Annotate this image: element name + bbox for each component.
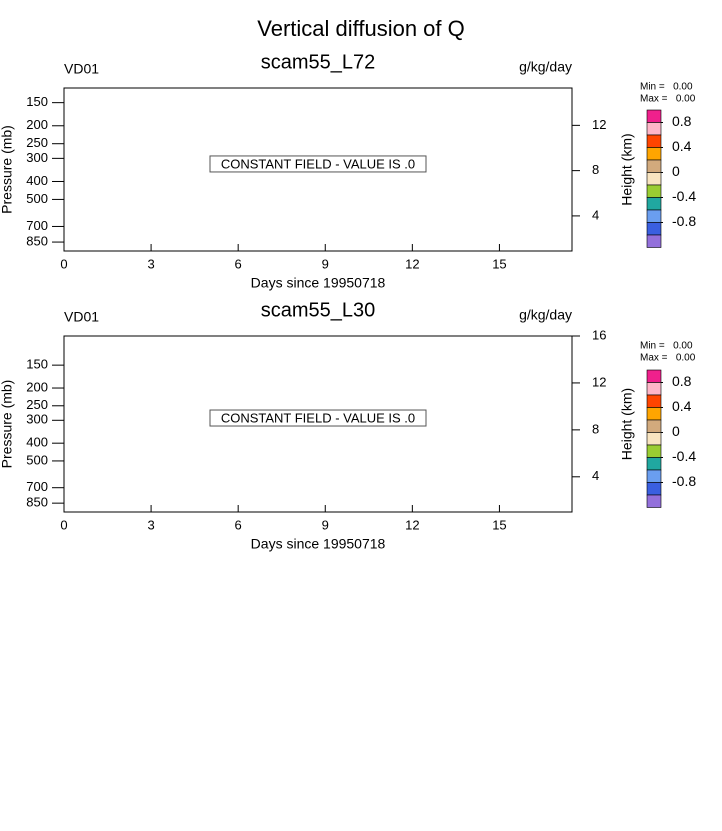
y-tick-label: 250	[26, 397, 48, 412]
colorbar-label: -0.4	[672, 448, 696, 464]
y2-tick-label: 4	[592, 468, 599, 483]
left-label: VD01	[64, 61, 99, 77]
y-tick-label: 850	[26, 495, 48, 510]
colorbar-max: Max = 0.00	[640, 94, 696, 105]
y2-axis-label: Height (km)	[619, 388, 635, 460]
x-tick-label: 9	[322, 256, 329, 271]
colorbar-box	[646, 369, 662, 383]
y2-axis-label: Height (km)	[619, 133, 635, 205]
y-tick-label: 150	[26, 94, 48, 109]
right-label: g/kg/day	[519, 59, 572, 75]
annotation-box	[209, 155, 427, 173]
y-axis-label: Pressure (mb)	[0, 125, 15, 214]
annotation: CONSTANT FIELD - VALUE IS .0	[221, 156, 415, 171]
y2-tick-label: 8	[592, 421, 599, 436]
y-tick-label: 700	[26, 218, 48, 233]
y-tick-label: 700	[26, 479, 48, 494]
colorbar-box	[646, 482, 662, 496]
colorbar-label: -0.8	[672, 213, 696, 229]
x-tick-label: 0	[60, 256, 67, 271]
colorbar-label: 0.8	[672, 373, 692, 389]
y-tick-label: 400	[26, 435, 48, 450]
annotation-box	[209, 409, 427, 427]
colorbar-box	[646, 147, 662, 161]
colorbar-box	[646, 222, 662, 236]
y-tick-label: 150	[26, 357, 48, 372]
colorbar-box	[646, 234, 662, 248]
y2-tick-label: 12	[592, 374, 606, 389]
colorbar-box	[646, 172, 662, 186]
colorbar-label: -0.8	[672, 473, 696, 489]
colorbar-label: 0.8	[672, 113, 692, 129]
colorbar-box	[646, 209, 662, 223]
y-tick-label: 300	[26, 150, 48, 165]
plot-frame	[63, 87, 573, 252]
colorbar-box	[646, 407, 662, 421]
colorbar-max: Max = 0.00	[640, 353, 696, 364]
x-axis-label: Days since 19950718	[251, 536, 386, 552]
x-tick-label: 3	[147, 517, 154, 532]
x-tick-label: 15	[492, 517, 506, 532]
x-tick-label: 6	[235, 256, 242, 271]
y-tick-label: 200	[26, 379, 48, 394]
x-axis-label: Days since 19950718	[251, 275, 386, 291]
colorbar-box	[646, 109, 662, 123]
panel-title: scam55_L30	[261, 299, 376, 321]
colorbar-box	[646, 122, 662, 136]
colorbar-box	[646, 432, 662, 446]
colorbar-box	[646, 197, 662, 211]
y-tick-label: 200	[26, 117, 48, 132]
panel-title: scam55_L72	[261, 51, 376, 73]
colorbar-label: 0.4	[672, 398, 692, 414]
y-tick-label: 250	[26, 135, 48, 150]
y2-tick-label: 16	[592, 327, 606, 342]
colorbar-box	[646, 419, 662, 433]
colorbar-box	[646, 444, 662, 458]
y2-tick-label: 8	[592, 162, 599, 177]
right-label: g/kg/day	[519, 307, 572, 323]
y-tick-label: 300	[26, 412, 48, 427]
colorbar-box	[646, 457, 662, 471]
x-tick-label: 3	[147, 256, 154, 271]
plot-frame	[63, 335, 573, 513]
x-tick-label: 12	[405, 256, 419, 271]
y2-tick-label: 12	[592, 117, 606, 132]
colorbar-label: 0	[672, 423, 680, 439]
y-axis-label: Pressure (mb)	[0, 380, 15, 469]
left-label: VD01	[64, 309, 99, 325]
colorbar-label: 0.4	[672, 138, 692, 154]
colorbar-box	[646, 184, 662, 198]
x-tick-label: 6	[235, 517, 242, 532]
colorbar-min: Min = 0.00	[640, 82, 693, 93]
y2-tick-label: 4	[592, 207, 599, 222]
y-tick-label: 500	[26, 452, 48, 467]
x-tick-label: 12	[405, 517, 419, 532]
y-tick-label: 500	[26, 191, 48, 206]
y-tick-label: 400	[26, 173, 48, 188]
x-tick-label: 0	[60, 517, 67, 532]
colorbar-box	[646, 134, 662, 148]
x-tick-label: 15	[492, 256, 506, 271]
colorbar-box	[646, 469, 662, 483]
colorbar-box	[646, 494, 662, 508]
colorbar-label: 0	[672, 163, 680, 179]
annotation: CONSTANT FIELD - VALUE IS .0	[221, 410, 415, 425]
figure-title: Vertical diffusion of Q	[257, 16, 465, 41]
colorbar-min: Min = 0.00	[640, 341, 693, 352]
colorbar-box	[646, 159, 662, 173]
colorbar-box	[646, 394, 662, 408]
y-tick-label: 850	[26, 233, 48, 248]
x-tick-label: 9	[322, 517, 329, 532]
colorbar-label: -0.4	[672, 188, 696, 204]
colorbar-box	[646, 382, 662, 396]
